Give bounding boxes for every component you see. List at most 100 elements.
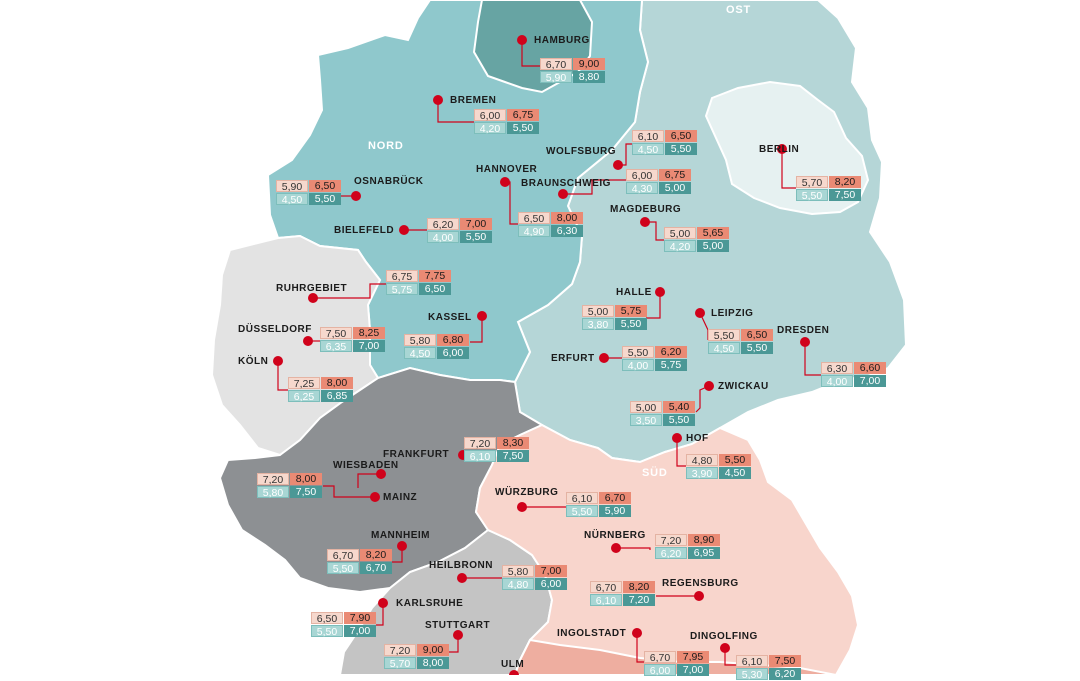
price-low-bottom: 3,90 xyxy=(686,467,718,480)
marker-wolfsburg xyxy=(613,160,623,170)
city-label-wuerzburg: WÜRZBURG xyxy=(495,487,559,498)
price-box-koeln: 7,25 8,00 6,25 6,85 xyxy=(288,377,354,403)
marker-hannover xyxy=(500,177,510,187)
price-high-top: 7,90 xyxy=(344,612,376,624)
price-low-top: 6,50 xyxy=(518,212,550,225)
price-row-top: 6,50 8,00 xyxy=(518,212,584,225)
price-row-bottom: 4,50 5,50 xyxy=(276,193,342,206)
connector-mainz xyxy=(323,485,375,498)
price-row-bottom: 6,00 7,00 xyxy=(644,664,710,677)
connector-dingolfing xyxy=(724,648,736,666)
price-box-halle: 5,00 5,75 3,80 5,50 xyxy=(582,305,648,331)
connector-karlsruhe xyxy=(376,603,384,626)
price-row-top: 5,00 5,40 xyxy=(630,401,696,414)
price-high-bottom: 5,50 xyxy=(507,122,539,134)
price-high-bottom: 5,50 xyxy=(663,414,695,426)
price-low-bottom: 4,00 xyxy=(427,231,459,244)
connector-ruhrgebiet xyxy=(313,283,386,299)
price-row-bottom: 4,00 5,50 xyxy=(427,231,493,244)
connector-berlin xyxy=(781,149,796,189)
price-high-top: 8,20 xyxy=(829,176,861,188)
marker-halle xyxy=(655,287,665,297)
price-high-top: 5,40 xyxy=(663,401,695,413)
price-high-bottom: 4,50 xyxy=(719,467,751,479)
price-low-top: 6,70 xyxy=(644,651,676,664)
price-low-bottom: 5,50 xyxy=(311,625,343,638)
price-box-berlin: 5,70 8,20 5,50 7,50 xyxy=(796,176,862,202)
price-row-top: 4,80 5,50 xyxy=(686,454,752,467)
price-row-top: 6,70 9,00 xyxy=(540,58,606,71)
city-label-stuttgart: STUTTGART xyxy=(425,620,491,631)
marker-koeln xyxy=(273,356,283,366)
price-low-bottom: 5,75 xyxy=(386,283,418,296)
price-high-top: 7,00 xyxy=(535,565,567,577)
price-row-top: 7,25 8,00 xyxy=(288,377,354,390)
marker-nuernberg xyxy=(611,543,621,553)
price-high-bottom: 5,75 xyxy=(655,359,687,371)
marker-magdeburg xyxy=(640,217,650,227)
price-low-top: 7,20 xyxy=(655,534,687,547)
price-box-magdeburg: 5,00 5,65 4,20 5,00 xyxy=(664,227,730,253)
price-low-top: 5,90 xyxy=(276,180,308,193)
region-label-sued: SÜD xyxy=(642,467,668,479)
price-high-top: 8,20 xyxy=(360,549,392,561)
marker-mainz xyxy=(370,492,380,502)
price-row-top: 6,75 7,75 xyxy=(386,270,452,283)
price-high-bottom: 6,00 xyxy=(535,578,567,590)
price-box-bremen: 6,00 6,75 4,20 5,50 xyxy=(474,109,540,135)
price-low-top: 5,50 xyxy=(622,346,654,359)
price-low-bottom: 5,70 xyxy=(384,657,416,670)
price-row-bottom: 3,90 4,50 xyxy=(686,467,752,480)
price-high-top: 7,50 xyxy=(769,655,801,667)
city-label-mainz: MAINZ xyxy=(383,492,418,503)
city-label-wolfsburg: WOLFSBURG xyxy=(546,146,617,157)
price-low-top: 6,70 xyxy=(590,581,622,594)
price-high-bottom: 7,20 xyxy=(623,594,655,606)
city-label-bielefeld: BIELEFELD xyxy=(334,225,395,236)
price-box-osnabrueck: 5,90 6,50 4,50 5,50 xyxy=(276,180,342,206)
price-high-bottom: 5,50 xyxy=(665,143,697,155)
price-high-top: 8,00 xyxy=(321,377,353,389)
connector-halle xyxy=(646,292,661,319)
price-row-bottom: 6,10 7,50 xyxy=(464,450,530,463)
price-high-bottom: 7,00 xyxy=(353,340,385,352)
price-high-bottom: 7,50 xyxy=(290,486,322,498)
city-label-mannheim: MANNHEIM xyxy=(371,530,430,541)
marker-ulm xyxy=(509,670,519,675)
price-row-bottom: 5,90 8,80 xyxy=(540,71,606,84)
price-row-bottom: 6,20 6,95 xyxy=(655,547,721,560)
price-low-top: 7,20 xyxy=(384,644,416,657)
price-row-top: 6,10 6,70 xyxy=(566,492,632,505)
price-low-bottom: 4,30 xyxy=(626,182,658,195)
price-high-top: 8,20 xyxy=(623,581,655,593)
price-low-top: 5,00 xyxy=(664,227,696,240)
price-low-bottom: 4,00 xyxy=(622,359,654,372)
city-label-magdeburg: MAGDEBURG xyxy=(610,204,682,215)
marker-wiesbaden xyxy=(376,469,386,479)
city-label-karlsruhe: KARLSRUHE xyxy=(396,598,464,609)
price-low-bottom: 4,50 xyxy=(708,342,740,355)
price-low-bottom: 5,90 xyxy=(540,71,572,84)
marker-osnabrueck xyxy=(351,191,361,201)
price-low-bottom: 5,50 xyxy=(327,562,359,575)
price-box-hof: 4,80 5,50 3,90 4,50 xyxy=(686,454,752,480)
city-label-hof: HOF xyxy=(686,433,709,444)
region-label-ost: OST xyxy=(726,4,752,16)
marker-heilbronn xyxy=(457,573,467,583)
price-row-top: 5,50 6,50 xyxy=(708,329,774,342)
marker-duesseldorf xyxy=(303,336,313,346)
price-high-top: 6,50 xyxy=(741,329,773,341)
price-row-top: 6,10 6,50 xyxy=(632,130,698,143)
connector-magdeburg xyxy=(645,221,664,241)
price-low-top: 6,20 xyxy=(427,218,459,231)
marker-berlin xyxy=(777,144,787,154)
price-high-bottom: 6,85 xyxy=(321,390,353,402)
price-box-braunschweig: 6,00 6,75 4,30 5,00 xyxy=(626,169,692,195)
price-box-dresden: 6,30 6,60 4,00 7,00 xyxy=(821,362,887,388)
connector-nuernberg xyxy=(616,547,651,550)
marker-dresden xyxy=(800,337,810,347)
price-high-bottom: 5,50 xyxy=(460,231,492,243)
price-row-top: 7,20 8,00 xyxy=(257,473,323,486)
price-low-bottom: 5,50 xyxy=(566,505,598,518)
price-row-top: 6,70 8,20 xyxy=(590,581,656,594)
